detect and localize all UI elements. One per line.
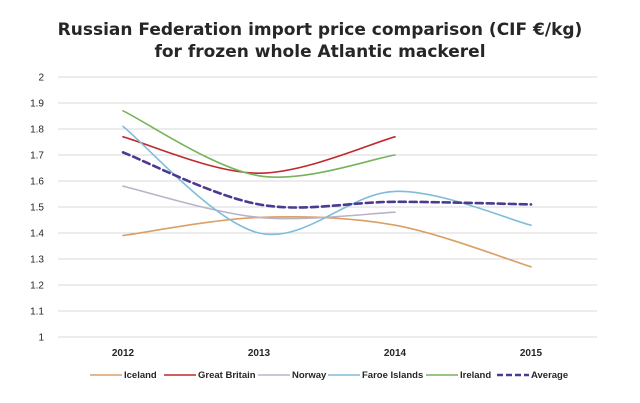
y-tick-label: 2 bbox=[38, 73, 44, 84]
series-line-average bbox=[121, 151, 533, 209]
chart-title: Russian Federation import price comparis… bbox=[57, 20, 583, 40]
chart-subtitle: for frozen whole Atlantic mackerel bbox=[154, 42, 486, 62]
y-tick-label: 1.1 bbox=[30, 307, 44, 318]
legend-label-great-britain: Great Britain bbox=[198, 370, 256, 381]
x-tick-label: 2014 bbox=[384, 348, 407, 359]
y-tick-label: 1.6 bbox=[30, 177, 44, 188]
legend-label-faroe-islands: Faroe Islands bbox=[362, 370, 423, 381]
y-tick-label: 1.8 bbox=[30, 125, 44, 136]
x-tick-label: 2012 bbox=[112, 348, 135, 359]
legend-label-iceland: Iceland bbox=[124, 370, 157, 381]
y-tick-label: 1.9 bbox=[30, 99, 44, 110]
legend-label-ireland: Ireland bbox=[460, 370, 491, 381]
legend-label-norway: Norway bbox=[292, 370, 327, 381]
y-tick-label: 1.4 bbox=[30, 229, 44, 240]
y-tick-label: 1.7 bbox=[30, 151, 44, 162]
y-tick-label: 1 bbox=[38, 333, 44, 344]
y-tick-label: 1.3 bbox=[30, 255, 44, 266]
legend-label-average: Average bbox=[531, 370, 568, 381]
y-tick-label: 1.2 bbox=[30, 281, 44, 292]
x-tick-label: 2015 bbox=[520, 348, 543, 359]
x-tick-label: 2013 bbox=[248, 348, 271, 359]
series-line-ireland bbox=[122, 110, 396, 178]
series-line-great-britain bbox=[122, 136, 396, 175]
series-line-norway bbox=[122, 185, 396, 220]
y-tick-label: 1.5 bbox=[30, 203, 44, 214]
